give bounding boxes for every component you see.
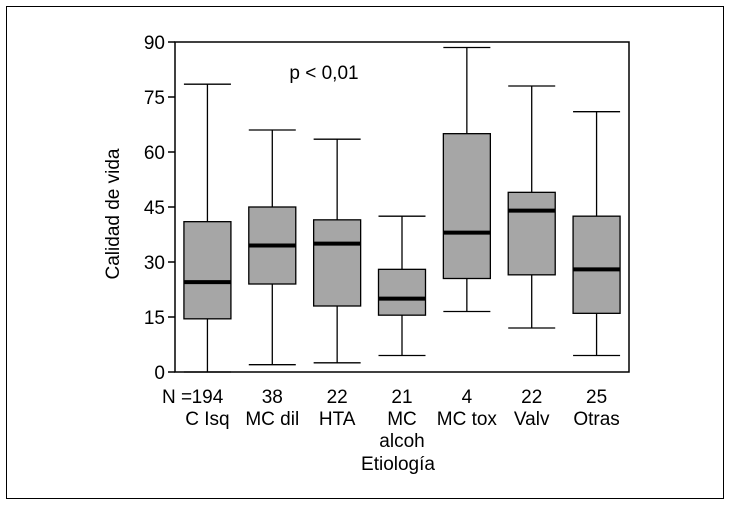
category-label: HTA [319, 409, 356, 430]
box-group [183, 83, 232, 373]
category-label: MC dil [245, 409, 299, 430]
category-label: MC tox [437, 409, 498, 430]
n-count-label: 21 [391, 387, 412, 408]
category-label: MC [387, 409, 417, 430]
category-label: alcoh [379, 431, 424, 452]
iqr-box [572, 215, 621, 314]
box-group [377, 215, 427, 357]
n-count-label: 25 [586, 387, 607, 408]
category-label: Valv [514, 409, 550, 430]
n-count-label: 22 [521, 387, 542, 408]
y-tick-label: 90 [144, 33, 165, 54]
box-group [507, 85, 556, 329]
iqr-box [507, 191, 556, 276]
y-tick-label: 30 [144, 253, 165, 274]
x-axis-label: Etiología [361, 454, 435, 475]
category-label: Otras [573, 409, 619, 430]
y-tick-label: 0 [154, 363, 165, 384]
box-group [312, 138, 362, 364]
y-tick-label: 45 [144, 198, 165, 219]
plot-layer [183, 46, 621, 373]
box-group [248, 129, 297, 366]
n-prefix-label: N = [162, 387, 192, 408]
p-value-annotation: p < 0,01 [289, 63, 358, 84]
n-count-label: 194 [192, 387, 224, 408]
iqr-box [442, 133, 492, 280]
y-tick-label: 75 [144, 88, 165, 109]
n-count-label: 4 [462, 387, 473, 408]
box-group [572, 111, 621, 357]
iqr-box [312, 219, 362, 307]
y-tick-label: 15 [144, 308, 165, 329]
iqr-box [183, 221, 232, 320]
box-group [442, 46, 492, 313]
y-axis-label: Calidad de vida [103, 148, 124, 279]
n-count-label: 22 [327, 387, 348, 408]
category-label: C Isq [185, 409, 229, 430]
iqr-box [377, 268, 427, 316]
figure-frame: 0 15 30 45 60 75 90 194 C Isq 38 MC dil 22 HTA 21 MC al… [6, 6, 724, 499]
y-tick-label: 60 [144, 143, 165, 164]
n-count-label: 38 [262, 387, 283, 408]
